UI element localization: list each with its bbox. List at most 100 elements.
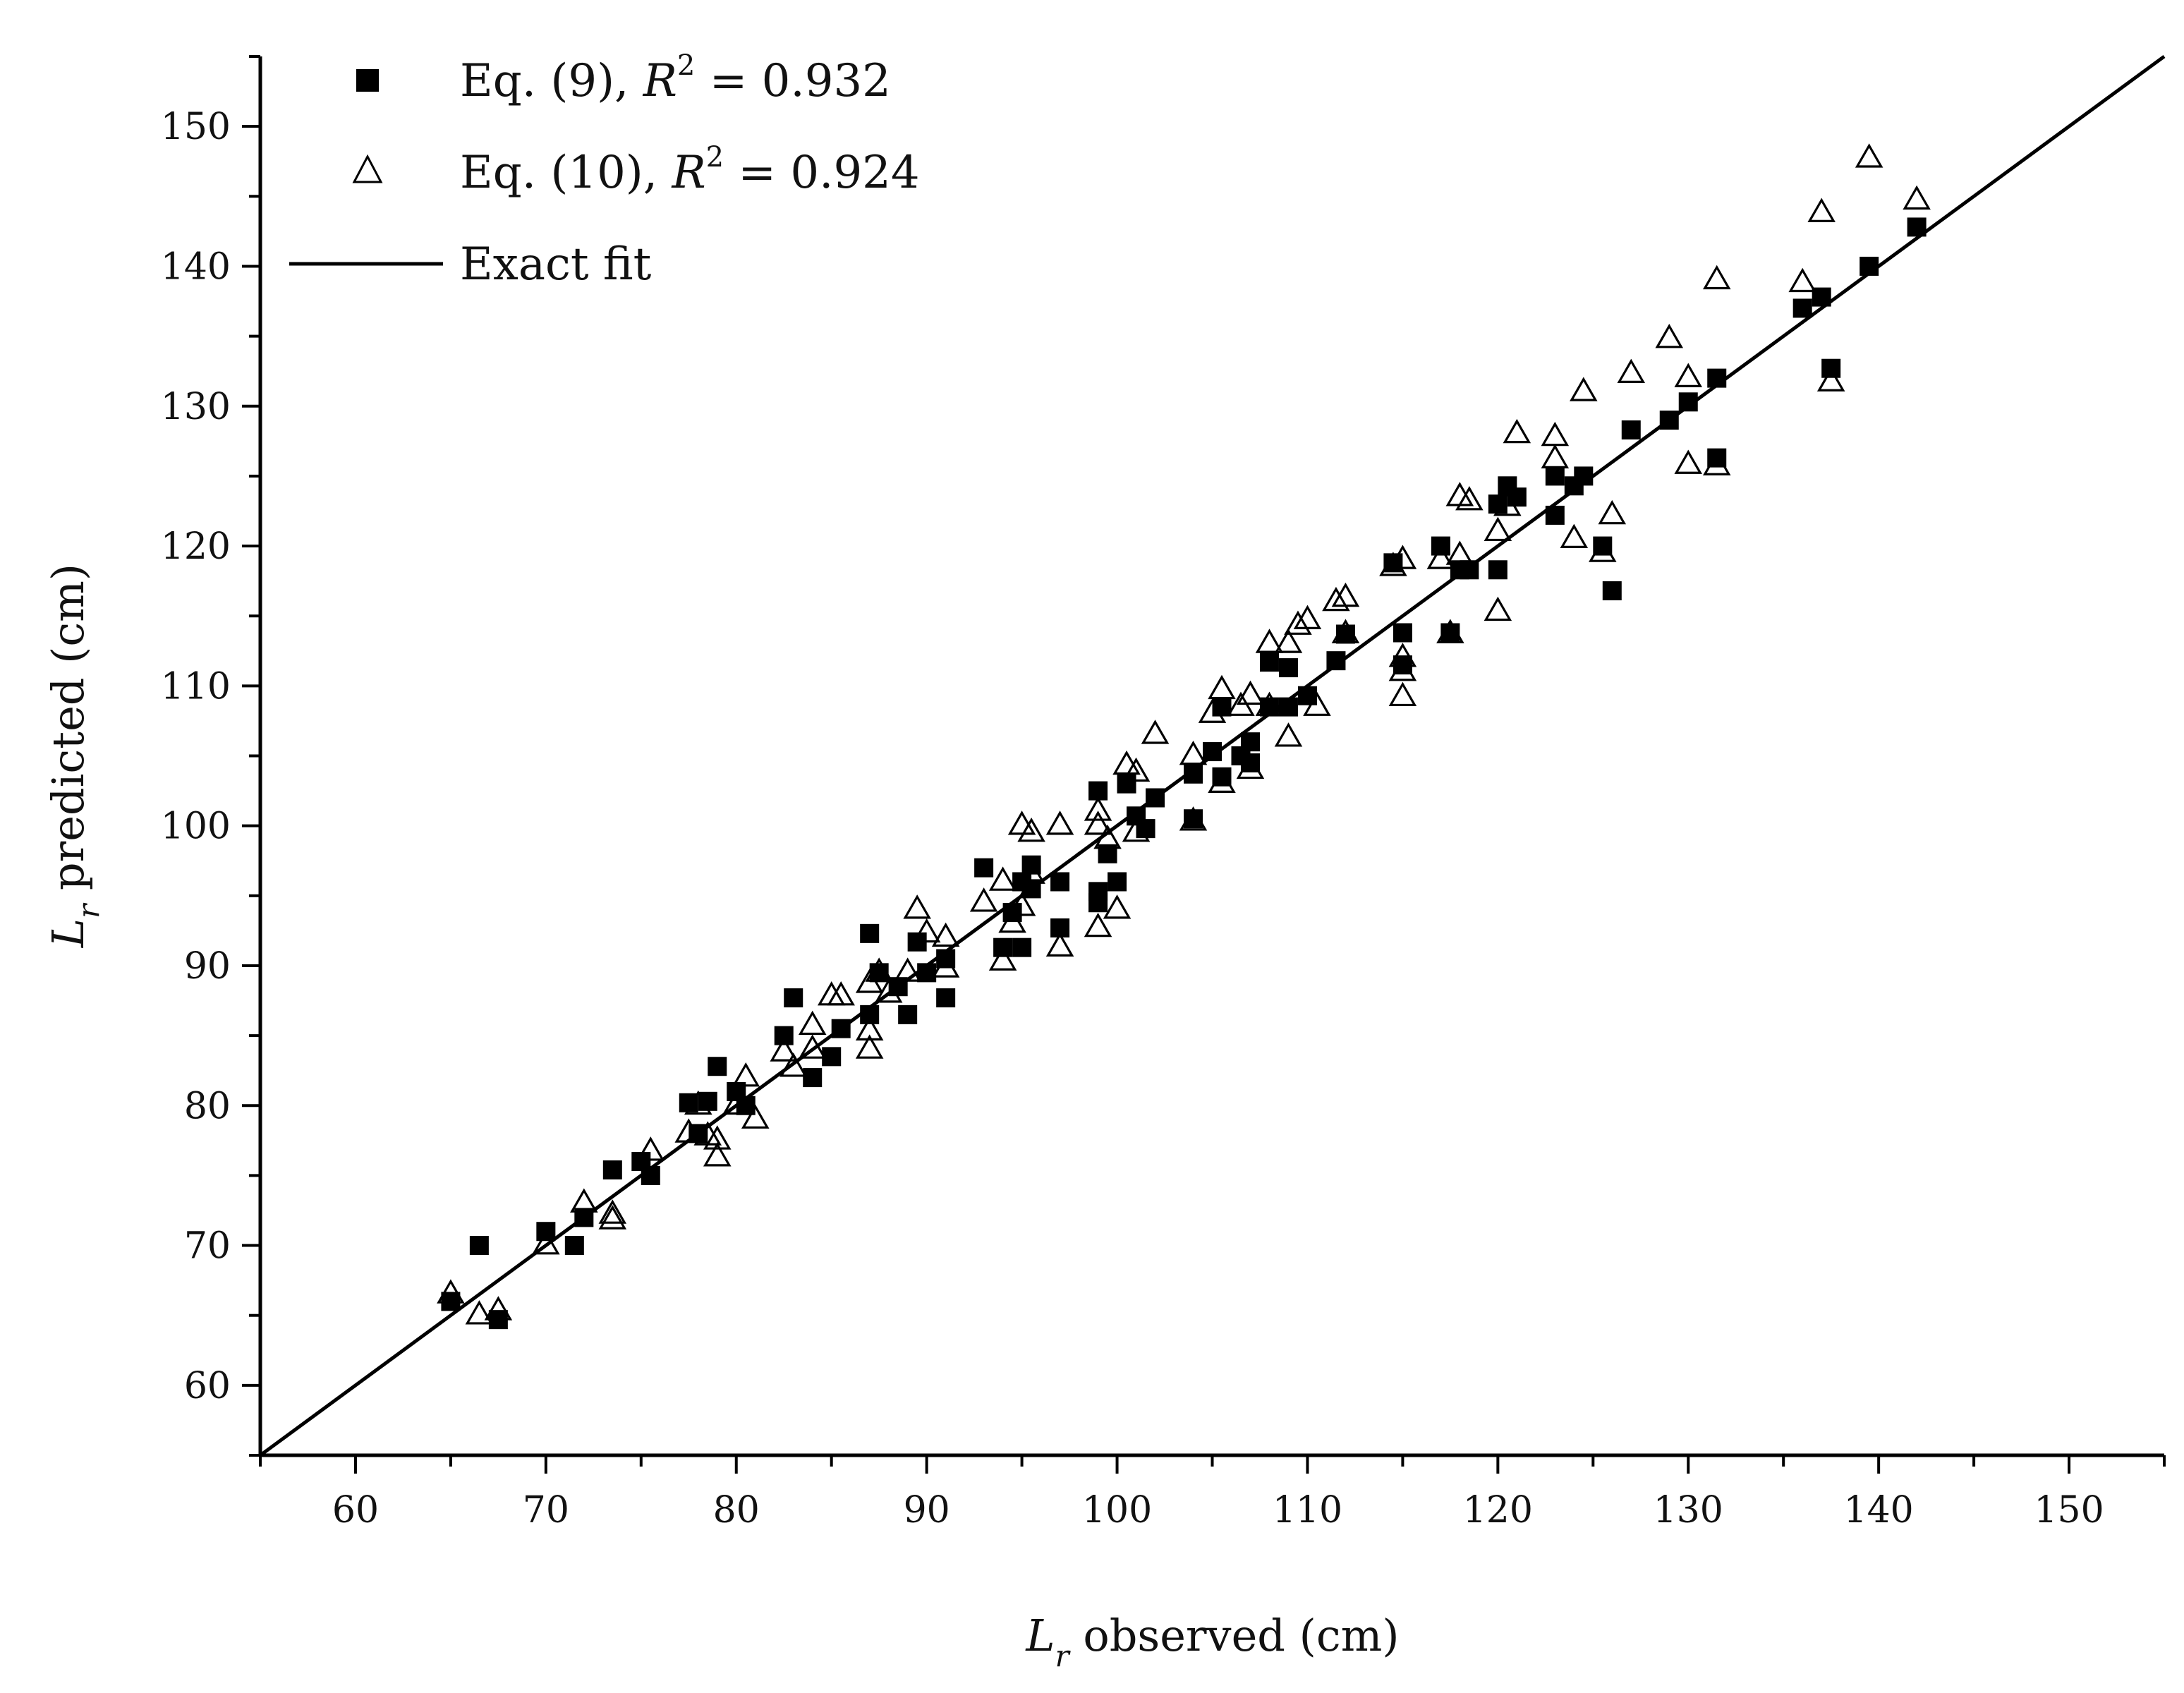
eq9-point (1593, 536, 1613, 556)
eq9-point (1393, 623, 1412, 643)
eq9-point (1707, 368, 1727, 388)
eq9-point (1184, 809, 1203, 829)
eq9-point (1621, 420, 1641, 439)
eq10-point (741, 1104, 770, 1129)
eq9-point (1212, 767, 1232, 787)
legend-label: Exact fit (460, 238, 652, 291)
y-tick-label: 80 (184, 1085, 231, 1127)
eq9-point (1088, 781, 1108, 801)
eq10-point (1017, 818, 1045, 842)
eq10-point (1541, 444, 1570, 468)
eq10-point (1103, 894, 1132, 919)
legend-label: Eq. (9), R2 = 0.932 (460, 49, 891, 107)
series-eq9-markers (441, 217, 1927, 1330)
eq9-point (974, 858, 994, 878)
eq10-point (1274, 722, 1303, 747)
eq9-point (1383, 553, 1403, 573)
eq10-point (1208, 674, 1236, 700)
eq10-point (1484, 516, 1512, 542)
eq9-point (1507, 487, 1527, 507)
eq10-point (931, 922, 960, 947)
legend: Eq. (9), R2 = 0.932 Eq. (10), R2 = 0.924 E… (289, 49, 920, 291)
x-axis-title: Lr observed (cm) (1025, 1610, 1399, 1673)
eq9-point (602, 1160, 622, 1179)
eq9-point (1792, 298, 1812, 318)
eq9-point (993, 937, 1013, 957)
eq9-point (1678, 392, 1698, 412)
eq9-point (1574, 466, 1594, 486)
x-tick-label: 70 (523, 1489, 569, 1531)
eq9-point (860, 1005, 880, 1024)
eq9-point (688, 1124, 708, 1143)
eq10-point (1541, 421, 1570, 447)
eq9-point (1602, 581, 1622, 601)
y-tick-label: 150 (161, 106, 231, 148)
x-tick-label: 120 (1463, 1489, 1533, 1531)
eq10-point (1084, 912, 1112, 937)
eq9-point (1440, 623, 1460, 643)
eq10-point (798, 1034, 827, 1059)
eq9-point (1707, 448, 1727, 468)
y-tick-label: 120 (161, 526, 231, 568)
eq10-point (1284, 610, 1312, 635)
plot-area: 60 70 80 90 100 110 120 130 140 150 60 70 80 90 100 11… (161, 54, 2166, 1531)
eq9-point (907, 932, 927, 952)
eq10-point (598, 1205, 627, 1230)
eq10-point (1445, 482, 1474, 506)
eq10-point (1426, 545, 1455, 569)
eq9-point (1117, 774, 1136, 794)
y-tick-label: 70 (184, 1225, 231, 1268)
eq9-point (898, 1005, 918, 1024)
eq9-point (1431, 536, 1450, 556)
legend-square-marker (356, 69, 379, 92)
x-tick-label: 110 (1273, 1489, 1342, 1531)
eq9-point (441, 1292, 461, 1311)
eq9-point (1278, 658, 1298, 678)
eq9-point (679, 1093, 698, 1112)
eq9-point (822, 1047, 842, 1067)
eq9-point (1659, 411, 1679, 430)
eq10-point (465, 1300, 494, 1325)
eq10-point (703, 1142, 732, 1167)
eq10-point (1322, 586, 1350, 612)
eq10-point (703, 1125, 732, 1150)
eq9-point (1136, 819, 1155, 839)
eq9-point (574, 1208, 594, 1227)
eq9-point (1021, 879, 1041, 899)
eq10-point (1674, 363, 1703, 387)
eq9-point (917, 963, 937, 983)
eq9-point (774, 1026, 794, 1045)
eq9-point (1240, 753, 1260, 772)
eq10-point (1655, 324, 1684, 348)
legend-label: Eq. (10), R2 = 0.924 (460, 141, 920, 199)
eq10-point (855, 1016, 884, 1040)
eq10-point (1236, 680, 1265, 705)
eq10-point (1702, 265, 1731, 290)
eq10-point (1141, 720, 1170, 744)
eq10-point (1855, 143, 1883, 168)
x-tick-label: 140 (1844, 1489, 1914, 1531)
eq10-point (1084, 811, 1112, 835)
eq9-point (736, 1096, 756, 1115)
y-tick-label: 60 (184, 1365, 231, 1407)
y-tick-label: 90 (184, 945, 231, 988)
x-tick-label: 60 (332, 1489, 379, 1531)
y-axis-title: Lr predicted (cm) (42, 564, 106, 948)
eq9-point (936, 949, 956, 969)
eq9-point (1212, 697, 1232, 717)
eq9-point (1088, 893, 1108, 913)
x-tick-label: 80 (713, 1489, 760, 1531)
eq9-point (1907, 217, 1927, 237)
x-tick-label: 90 (904, 1489, 950, 1531)
eq9-point (488, 1310, 508, 1330)
legend-triangle-marker (352, 154, 383, 183)
y-axis-tick-labels: 60 70 80 90 100 110 120 130 140 150 (161, 106, 231, 1407)
x-axis-tick-labels: 60 70 80 90 100 110 120 130 140 150 (332, 1489, 2104, 1531)
eq9-point (1326, 651, 1346, 671)
eq10-point (1903, 185, 1931, 210)
eq9-point (1050, 872, 1070, 892)
eq9-point (641, 1165, 660, 1185)
eq10-point (1503, 418, 1531, 444)
y-tick-label: 140 (161, 245, 231, 288)
eq10-point (1617, 358, 1646, 383)
